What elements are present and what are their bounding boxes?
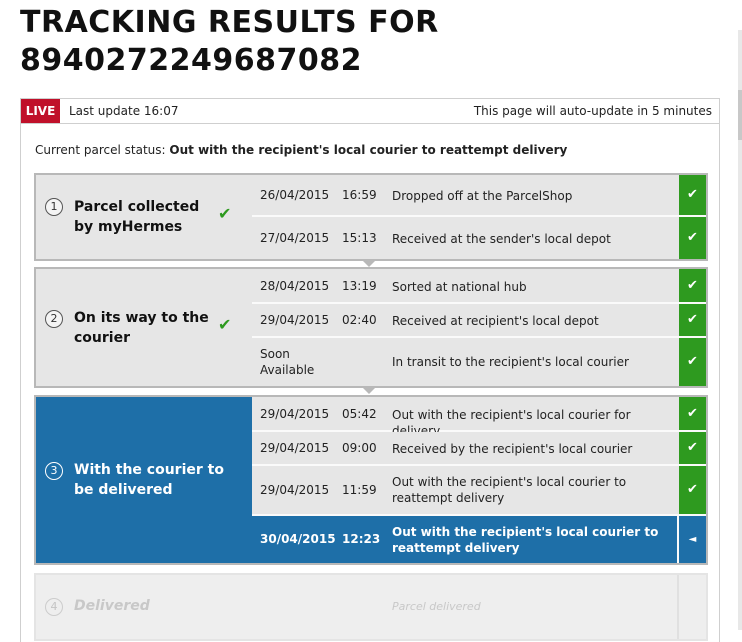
check-icon: ✔ <box>679 397 706 430</box>
current-status-label: Current parcel status: <box>35 143 166 157</box>
event-description: Received by the recipient's local courie… <box>392 442 633 456</box>
tracking-event-row: Soon Available In transit to the recipie… <box>252 338 706 386</box>
event-description: Out with the recipient's local courier t… <box>392 475 627 505</box>
event-time: 11:59 <box>342 483 377 497</box>
event-date: Soon Available <box>260 347 315 377</box>
stage-name: Parcel collected by myHermes <box>74 199 200 235</box>
event-time: 16:59 <box>342 188 377 202</box>
stage-2: 2 On its way to the courier ✔ 28/04/2015… <box>34 267 708 388</box>
page-title-line1: TRACKING RESULTS FOR <box>20 5 439 40</box>
tracking-event-row: 26/04/2015 16:59 Dropped off at the Parc… <box>252 175 706 217</box>
event-time: 05:42 <box>342 407 377 421</box>
event-date: 27/04/2015 <box>260 231 330 245</box>
stage-name: Delivered <box>74 598 150 614</box>
tracking-event-row: 29/04/2015 11:59 Out with the recipient'… <box>252 466 706 516</box>
event-time: 12:23 <box>342 532 381 546</box>
event-date: 29/04/2015 <box>260 407 330 421</box>
tracking-event-row: 29/04/2015 05:42 Out with the recipient'… <box>252 397 706 438</box>
scrollbar-thumb[interactable] <box>738 90 742 140</box>
page-title: TRACKING RESULTS FOR 8940272249687082 <box>20 4 439 80</box>
scrollbar[interactable] <box>738 30 742 630</box>
current-parcel-status: Current parcel status: Out with the reci… <box>35 143 567 157</box>
check-icon: ✔ <box>679 466 706 514</box>
check-icon: ✔ <box>679 304 706 336</box>
stage-4: 4 Delivered Parcel delivered <box>34 573 708 641</box>
stage-4-summary: 4 Delivered <box>36 575 252 639</box>
status-cell <box>677 575 706 639</box>
event-time: 02:40 <box>342 313 377 327</box>
stage-name: With the courier to be delivered <box>74 462 224 498</box>
stage-number: 4 <box>45 598 63 616</box>
stage-1: 1 Parcel collected by myHermes ✔ 26/04/2… <box>34 173 708 261</box>
event-time: 13:19 <box>342 279 377 293</box>
check-icon: ✔ <box>218 315 232 334</box>
event-date: 29/04/2015 <box>260 483 330 497</box>
auto-update-text: This page will auto-update in 5 minutes <box>473 104 712 118</box>
event-description: Sorted at national hub <box>392 280 527 294</box>
tracking-panel <box>20 122 720 642</box>
tracking-event-row: 29/04/2015 02:40 Received at recipient's… <box>252 304 706 338</box>
check-icon: ✔ <box>679 338 706 386</box>
stage-name: On its way to the courier <box>74 310 209 346</box>
stage-number: 2 <box>45 310 63 328</box>
event-date: 29/04/2015 <box>260 313 330 327</box>
check-icon: ✔ <box>679 432 706 464</box>
stage-number: 3 <box>45 462 63 480</box>
tracking-number: 8940272249687082 <box>20 43 362 78</box>
triangle-left-icon: ◄ <box>677 516 706 563</box>
event-description: Parcel delivered <box>392 600 481 613</box>
stage-connector-arrow <box>361 386 377 394</box>
stage-1-summary: 1 Parcel collected by myHermes ✔ <box>36 175 252 259</box>
tracking-event-row-current: 30/04/2015 12:23 Out with the recipient'… <box>252 516 706 563</box>
check-icon: ✔ <box>218 204 232 223</box>
event-description: Out with the recipient's local courier t… <box>392 525 659 555</box>
event-description: In transit to the recipient's local cour… <box>392 355 629 369</box>
check-icon: ✔ <box>679 217 706 259</box>
event-time: 15:13 <box>342 231 377 245</box>
tracking-event-row: 29/04/2015 09:00 Received by the recipie… <box>252 432 706 466</box>
event-date: 30/04/2015 <box>260 532 336 546</box>
event-date: 29/04/2015 <box>260 441 330 455</box>
event-description: Received at the sender's local depot <box>392 232 611 246</box>
tracking-event-row: 27/04/2015 15:13 Received at the sender'… <box>252 217 706 259</box>
stage-number: 1 <box>45 198 63 216</box>
last-update-text: Last update 16:07 <box>69 104 179 118</box>
check-icon: ✔ <box>679 175 706 215</box>
stage-connector-arrow <box>361 259 377 267</box>
stage-3: 3 With the courier to be delivered 29/04… <box>34 395 708 565</box>
live-badge: LIVE <box>21 99 60 123</box>
event-description: Dropped off at the ParcelShop <box>392 189 573 203</box>
tracking-event-row: 28/04/2015 13:19 Sorted at national hub … <box>252 269 706 304</box>
event-time: 09:00 <box>342 441 377 455</box>
tracking-event-row: Parcel delivered <box>252 575 706 639</box>
event-description: Received at recipient's local depot <box>392 314 599 328</box>
stage-2-summary: 2 On its way to the courier ✔ <box>36 269 252 386</box>
check-icon: ✔ <box>679 269 706 302</box>
info-bar: LIVE Last update 16:07 This page will au… <box>20 98 720 124</box>
event-date: 26/04/2015 <box>260 188 330 202</box>
stage-3-summary: 3 With the courier to be delivered <box>36 397 252 563</box>
event-date: 28/04/2015 <box>260 279 330 293</box>
current-status-value: Out with the recipient's local courier t… <box>169 143 568 157</box>
